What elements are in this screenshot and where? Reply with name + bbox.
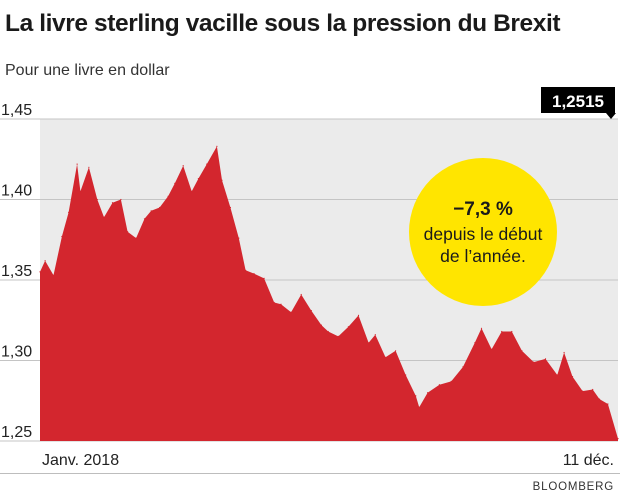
data-point (96, 198, 98, 201)
data-point (501, 330, 503, 333)
data-point (143, 218, 146, 220)
data-point (327, 330, 329, 333)
y-tick-label: 1,30 (1, 344, 32, 361)
chart-subtitle: Pour une livre en dollar (5, 62, 170, 79)
data-point (79, 190, 81, 192)
data-point (52, 274, 55, 276)
x-tick-label-start: Janv. 2018 (42, 452, 119, 469)
data-point (374, 334, 376, 336)
data-point (111, 202, 114, 204)
y-tick-label: 1,25 (1, 424, 32, 441)
y-tick-label: 1,45 (1, 102, 32, 119)
y-tick-label: 1,40 (1, 183, 32, 200)
data-point (88, 166, 90, 168)
data-point (310, 310, 312, 312)
data-point (280, 303, 282, 305)
data-point (582, 390, 584, 392)
y-tick-label: 1,35 (1, 263, 32, 280)
data-point (135, 237, 137, 239)
data-point (245, 269, 247, 271)
data-point (197, 178, 199, 180)
data-point (120, 198, 122, 201)
data-point (103, 216, 105, 218)
data-point (607, 403, 609, 405)
data-point (511, 330, 513, 333)
data-point (206, 163, 208, 165)
data-point (384, 356, 387, 358)
data-point (337, 335, 339, 337)
data-point (229, 206, 231, 209)
data-point (533, 361, 535, 363)
last-value-label: 1,2515 (552, 92, 604, 111)
data-point (159, 206, 161, 209)
data-point (427, 392, 429, 394)
data-point (544, 358, 547, 360)
data-point (556, 374, 558, 376)
data-point (61, 235, 63, 238)
x-tick-label-end: 11 déc. (563, 452, 614, 469)
data-point (182, 165, 184, 167)
header-divider (0, 0, 620, 1)
gbp-usd-area (40, 146, 618, 441)
data-point (320, 324, 322, 326)
data-point (491, 348, 493, 350)
data-point (592, 388, 594, 391)
annotation-circle (409, 158, 557, 306)
annotation-line: depuis le début (424, 224, 543, 244)
data-point (238, 237, 240, 239)
data-point (300, 293, 302, 296)
data-point (438, 384, 440, 386)
data-point (474, 342, 476, 344)
data-point (347, 326, 349, 328)
data-point (617, 438, 619, 440)
data-point (150, 210, 152, 212)
data-point (263, 277, 265, 279)
footer-divider (0, 473, 620, 474)
data-point (405, 374, 407, 376)
source-label: BLOOMBERG (532, 481, 614, 493)
data-point (462, 366, 464, 368)
data-point (127, 231, 129, 233)
annotation-line: de l’année. (440, 246, 526, 266)
data-point (191, 190, 193, 192)
data-point (174, 182, 176, 184)
data-point (273, 301, 275, 304)
data-point (167, 195, 169, 197)
data-point (368, 342, 370, 344)
data-point (395, 350, 397, 352)
data-point (221, 179, 223, 181)
data-point (418, 406, 420, 408)
data-points (39, 145, 619, 440)
data-point (44, 260, 46, 262)
data-point (68, 211, 70, 213)
data-point (521, 350, 523, 352)
data-point (290, 311, 292, 313)
data-point (357, 314, 360, 316)
annotation-line: −7,3 % (453, 199, 513, 220)
last-value-box (541, 87, 615, 113)
data-point (598, 398, 601, 400)
data-point (415, 395, 417, 397)
data-point (563, 351, 565, 354)
last-value-pointer (606, 113, 616, 119)
data-point (39, 271, 41, 273)
chart-title: La livre sterling vacille sous la pressi… (5, 10, 561, 37)
data-point (450, 380, 452, 382)
data-point (216, 145, 218, 147)
data-point (76, 163, 78, 165)
data-point (571, 376, 574, 378)
data-point (480, 327, 483, 329)
data-point (253, 273, 255, 275)
